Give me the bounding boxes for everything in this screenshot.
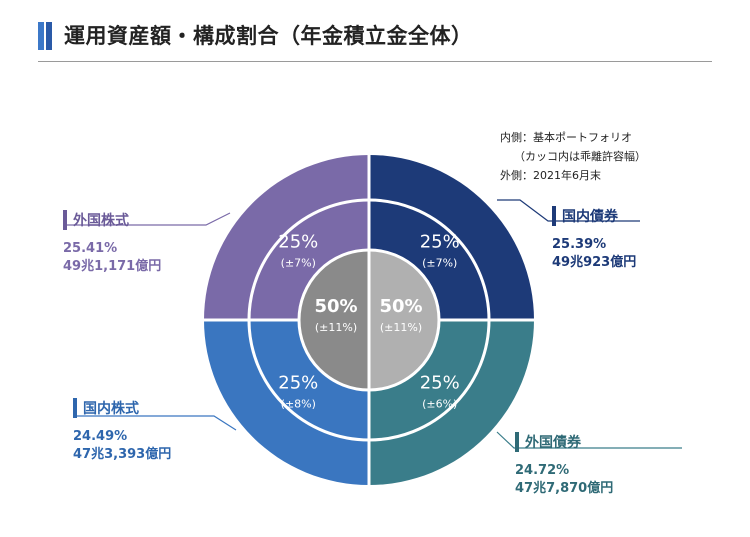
inner-ring xyxy=(249,200,489,440)
center-half-bonds xyxy=(369,250,439,390)
center-half-stocks xyxy=(299,250,369,390)
inner-range-domestic-bonds: (±7%) xyxy=(422,256,457,269)
title-divider xyxy=(38,61,712,62)
chart-note: 内側：基本ポートフォリオ （カッコ内は乖離許容幅） 外側：2021年6月末 xyxy=(500,128,646,185)
inner-pct-foreign-bonds: 25% xyxy=(420,373,460,394)
center-pct-bonds: 50% xyxy=(379,296,422,317)
page-title: 運用資産額・構成割合（年金積立金全体） xyxy=(64,24,473,48)
center-range-stocks: (±11%) xyxy=(315,321,357,334)
center-range-bonds: (±11%) xyxy=(380,321,422,334)
label-foreign-bonds-name: 外国債券 xyxy=(515,432,613,452)
outer-slice-foreign-bonds xyxy=(369,320,534,485)
note-line-outer: 外側：2021年6月末 xyxy=(500,169,601,182)
leader-domestic-bonds xyxy=(497,199,640,222)
label-foreign-stocks: 外国株式 25.41% 49兆1,171億円 xyxy=(63,210,161,276)
inner-range-foreign-bonds: (±6%) xyxy=(422,398,457,411)
outer-slice-foreign-stocks xyxy=(204,155,369,320)
label-domestic-stocks-name: 国内株式 xyxy=(73,398,171,418)
inner-slice-domestic-bonds xyxy=(369,200,489,320)
label-domestic-bonds-amount: 49兆923億円 xyxy=(552,255,637,270)
center-pct-stocks: 50% xyxy=(314,296,357,317)
ring-separators xyxy=(204,155,534,485)
label-domestic-stocks-pct: 24.49% xyxy=(73,429,128,444)
title-accent-bar xyxy=(38,22,44,50)
outer-slice-domestic-bonds xyxy=(369,155,534,320)
label-foreign-stocks-amount: 49兆1,171億円 xyxy=(63,259,162,274)
label-foreign-stocks-pct: 25.41% xyxy=(63,241,118,256)
leader-foreign-stocks xyxy=(66,212,231,226)
label-foreign-bonds-amount: 47兆7,870億円 xyxy=(515,481,614,496)
inner-slice-foreign-bonds xyxy=(369,320,489,440)
leader-foreign-bonds xyxy=(496,431,682,449)
leader-domestic-stocks xyxy=(76,415,237,431)
inner-pct-foreign-stocks: 25% xyxy=(278,231,318,252)
label-foreign-bonds-pct: 24.72% xyxy=(515,463,570,478)
label-domestic-stocks: 国内株式 24.49% 47兆3,393億円 xyxy=(73,398,171,464)
inner-pct-domestic-stocks: 25% xyxy=(278,373,318,394)
note-line-inner: 内側：基本ポートフォリオ xyxy=(500,131,632,144)
outer-slice-domestic-stocks xyxy=(204,320,369,485)
label-foreign-stocks-name: 外国株式 xyxy=(63,210,161,230)
label-foreign-bonds: 外国債券 24.72% 47兆7,870億円 xyxy=(515,432,613,498)
outer-ring xyxy=(204,155,534,485)
center-circle xyxy=(299,250,439,390)
label-domestic-stocks-amount: 47兆3,393億円 xyxy=(73,447,172,462)
leader-lines xyxy=(66,199,682,449)
inner-pct-domestic-bonds: 25% xyxy=(420,231,460,252)
inner-slice-domestic-stocks xyxy=(249,320,369,440)
inner-labels: 25% (±7%) 25% (±6%) 25% (±8%) 25% (±7%) 50% (±11%… xyxy=(278,231,459,410)
label-domestic-bonds-pct: 25.39% xyxy=(552,237,607,252)
note-line-range: （カッコ内は乖離許容幅） xyxy=(514,150,646,163)
label-domestic-bonds-name: 国内債券 xyxy=(552,206,636,226)
title-accent-bar-dark xyxy=(46,22,52,50)
inner-range-foreign-stocks: (±7%) xyxy=(281,256,316,269)
inner-slice-foreign-stocks xyxy=(249,200,369,320)
inner-range-domestic-stocks: (±8%) xyxy=(281,398,316,411)
label-domestic-bonds: 国内債券 25.39% 49兆923億円 xyxy=(552,206,636,272)
